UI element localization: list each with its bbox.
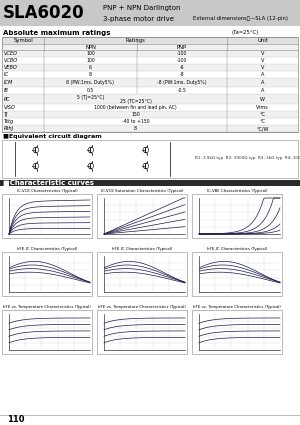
Text: 6: 6 [89,65,92,70]
Text: hFE vs. Temperature Characteristics (Typical): hFE vs. Temperature Characteristics (Typ… [3,305,91,309]
Text: V: V [261,51,264,56]
Bar [2,87,298,94]
Text: IC: IC [4,72,9,77]
Bar [97,194,187,238]
Bar [0,0,300,26]
Text: PNP: PNP [177,45,187,49]
Text: V: V [261,58,264,63]
Bar [2,94,298,104]
Text: -40 to +150: -40 to +150 [122,119,149,124]
Bar [2,50,298,57]
Text: Absolute maximum ratings: Absolute maximum ratings [3,29,110,36]
Bar [192,252,282,296]
Text: -6: -6 [180,65,184,70]
Text: 100: 100 [86,58,95,63]
Text: -8: -8 [180,72,184,77]
Text: hFE-IC Characteristics (Typical): hFE-IC Characteristics (Typical) [112,247,172,251]
Text: A: A [261,80,264,85]
Text: IC-VCE Saturation Characteristics (Typical): IC-VCE Saturation Characteristics (Typic… [101,189,183,193]
Text: R1: 3.9kΩ typ  R2: 3900Ω typ  R3: 3kΩ typ  R4: 1000Ω typ: R1: 3.9kΩ typ R2: 3900Ω typ R3: 3kΩ typ … [195,156,300,160]
Text: RthJ: RthJ [4,126,14,131]
Text: ICM: ICM [4,80,14,85]
Text: 5 (TJ=25°C): 5 (TJ=25°C) [77,95,104,100]
Text: 8: 8 [89,72,92,77]
Text: VCEO: VCEO [4,51,18,56]
Bar [2,111,298,118]
Bar [2,252,92,296]
Text: A: A [261,72,264,77]
Text: NPN: NPN [85,45,96,49]
Bar [2,64,298,71]
Text: Symbol: Symbol [13,38,33,43]
Text: IC-VBE Characteristics (Typical): IC-VBE Characteristics (Typical) [207,189,267,193]
Text: External dimensionsⒶ—SLA (12-pin): External dimensionsⒶ—SLA (12-pin) [193,16,288,21]
Text: ■Characteristic curves: ■Characteristic curves [3,180,94,186]
Bar [2,140,298,178]
Text: 0.5: 0.5 [87,88,94,93]
Bar [2,125,298,132]
Bar [2,37,298,132]
Bar [2,37,298,44]
Bar [2,71,298,78]
Text: Ratings: Ratings [126,38,146,43]
Text: 8: 8 [134,126,137,131]
Text: V: V [261,65,264,70]
Bar [2,118,298,125]
Text: hFE vs. Temperature Characteristics (Typical): hFE vs. Temperature Characteristics (Typ… [98,305,186,309]
Text: 3-phase motor drive: 3-phase motor drive [103,16,174,22]
Bar [192,310,282,354]
Text: 25 (TC=25°C): 25 (TC=25°C) [120,99,152,104]
Text: TJ: TJ [4,112,8,117]
Bar [2,57,298,64]
Text: °C: °C [260,112,266,117]
Bar [2,44,298,50]
Text: -100: -100 [177,51,187,56]
Bar [97,252,187,296]
Text: IB: IB [4,88,9,93]
Text: Vrms: Vrms [256,105,269,110]
Bar [192,194,282,238]
Text: °C/W: °C/W [256,126,269,131]
Text: VISO: VISO [4,105,16,110]
Text: ■Equivalent circuit diagram: ■Equivalent circuit diagram [3,134,102,139]
Text: W: W [260,96,265,102]
Text: 150: 150 [131,112,140,117]
Text: Unit: Unit [257,38,268,43]
Text: 110: 110 [7,416,25,425]
Text: hFE-IC Characteristics (Typical): hFE-IC Characteristics (Typical) [17,247,77,251]
Bar [2,194,92,238]
Bar [0,180,300,186]
Bar [2,78,298,87]
Text: -100: -100 [177,58,187,63]
Bar [97,310,187,354]
Text: -0.5: -0.5 [178,88,186,93]
Bar [2,104,298,111]
Text: (Ta=25°C): (Ta=25°C) [232,29,259,34]
Text: A: A [261,88,264,93]
Text: SLA6020: SLA6020 [3,4,85,22]
Text: hFE-IC Characteristics (Typical): hFE-IC Characteristics (Typical) [207,247,267,251]
Text: VEBO: VEBO [4,65,18,70]
Text: PNP + NPN Darlington: PNP + NPN Darlington [103,5,181,11]
Text: Tstg: Tstg [4,119,14,124]
Text: °C: °C [260,119,266,124]
Bar [2,310,92,354]
Text: PC: PC [4,96,11,102]
Text: 1000 (between fin and lead pin, AC): 1000 (between fin and lead pin, AC) [94,105,177,110]
Text: IC-VCE Characteristics (Typical): IC-VCE Characteristics (Typical) [16,189,77,193]
Text: hFE vs. Temperature Characteristics (Typical): hFE vs. Temperature Characteristics (Typ… [193,305,281,309]
Text: 8 (PW:1ms, Duty5%): 8 (PW:1ms, Duty5%) [67,80,115,85]
Text: 100: 100 [86,51,95,56]
Text: -8 (PW:1ms, Duty5%): -8 (PW:1ms, Duty5%) [157,80,207,85]
Text: VCBO: VCBO [4,58,18,63]
